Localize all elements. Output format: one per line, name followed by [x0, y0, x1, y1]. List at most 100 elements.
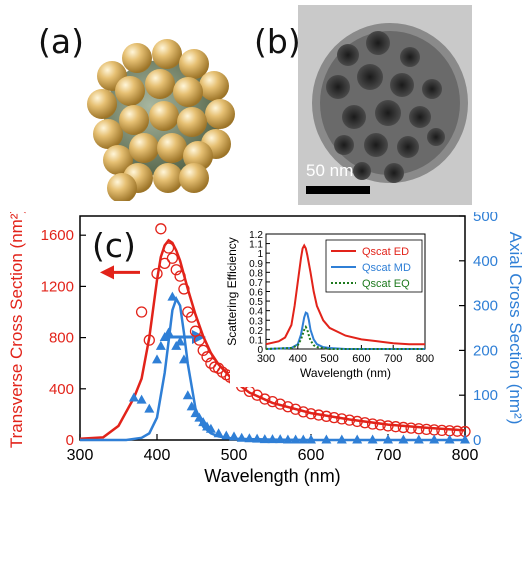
- transverse-fit-line: [79, 238, 466, 440]
- gold-nanoparticle: [87, 89, 117, 119]
- inset-legend-label: Qscat ED: [362, 246, 409, 258]
- axial-data-point: [290, 434, 301, 444]
- axial-data-point: [198, 417, 209, 427]
- axial-data-point: [398, 434, 409, 444]
- transverse-data-point: [366, 418, 379, 430]
- inset-y-tick-label: 0.4: [249, 307, 263, 318]
- tem-nanoparticle: [400, 47, 420, 67]
- transverse-data-point: [436, 424, 448, 437]
- transverse-data-point: [212, 362, 225, 374]
- tem-nanoparticle: [342, 105, 366, 129]
- gold-nanoparticle: [199, 71, 229, 101]
- inset-y-tick-label: 0: [257, 345, 263, 356]
- axial-data-point: [155, 340, 166, 350]
- tem-nanoparticle: [422, 79, 442, 99]
- inset-series-line-2: [265, 324, 425, 350]
- gold-nanoparticle: [93, 119, 123, 149]
- y-left-axis-label: Transverse Cross Section (nm²): [7, 212, 26, 448]
- core-satellite-illustration: [87, 39, 235, 201]
- axial-data-point: [460, 434, 470, 444]
- transverse-data-point: [259, 393, 271, 405]
- y-left-tick-label: 1600: [41, 227, 74, 244]
- gold-nanoparticle: [149, 101, 179, 131]
- inset-y-tick-label: 1.2: [249, 230, 263, 241]
- axial-data-point: [190, 408, 201, 418]
- scale-bar-label: 50 nm: [306, 161, 354, 180]
- transverse-data-point: [174, 270, 186, 282]
- axial-data-point: [221, 430, 232, 440]
- axial-data-point: [236, 432, 247, 442]
- gold-satellites: [87, 39, 235, 201]
- transverse-data-point: [320, 410, 333, 422]
- axial-data-point: [182, 390, 193, 400]
- gold-nanoparticle: [177, 107, 207, 137]
- tem-nanoparticle: [357, 64, 383, 90]
- transverse-data-point: [162, 242, 175, 254]
- inset-y-tick-label: 0.9: [249, 259, 263, 270]
- inset-y-tick-label: 1.1: [249, 240, 263, 251]
- y-right-tick-label: 400: [473, 253, 498, 270]
- axial-data-point: [336, 434, 347, 444]
- gold-nanoparticle: [122, 43, 152, 73]
- x-tick-label: 500: [221, 447, 248, 464]
- axial-data-point: [175, 336, 186, 346]
- axial-data-point: [306, 434, 316, 444]
- scale-bar: [306, 186, 370, 194]
- right-axis-arrow-head: [192, 329, 206, 344]
- axial-data-point: [413, 434, 424, 444]
- inset-y-tick-label: 0.7: [249, 278, 263, 289]
- axial-data-point: [429, 434, 440, 444]
- gold-nanoparticle: [179, 49, 209, 79]
- transverse-data-point: [420, 423, 433, 436]
- transverse-data-point: [313, 409, 325, 421]
- axial-data-point: [298, 434, 309, 444]
- tem-particle-drawing: [312, 23, 468, 183]
- axial-data-point: [444, 434, 455, 444]
- y-right-tick-label: 100: [473, 387, 498, 404]
- inset-x-tick-label: 800: [416, 353, 434, 365]
- transverse-data-point: [359, 417, 371, 429]
- transverse-data-point: [151, 267, 163, 280]
- transverse-data-point: [289, 403, 302, 415]
- transverse-data-point: [297, 406, 309, 418]
- axial-data-point: [205, 423, 216, 433]
- transverse-data-point: [197, 344, 209, 357]
- transverse-data-point: [374, 419, 386, 431]
- transverse-data-point: [193, 334, 206, 346]
- y-left-tick-label: 400: [49, 381, 74, 398]
- transverse-data-point: [405, 422, 417, 434]
- inset-y-tick-label: 0.2: [249, 326, 263, 337]
- inset-x-axis-label: Wavelength (nm): [300, 366, 391, 380]
- axial-data-point: [252, 433, 263, 443]
- tem-nanoparticle: [375, 100, 401, 126]
- transverse-data-point: [185, 311, 198, 323]
- transverse-data-point: [155, 223, 167, 235]
- inset-legend-label: Qscat MD: [362, 262, 411, 274]
- transverse-data-point: [178, 283, 190, 295]
- axial-data-point: [186, 401, 197, 411]
- panel-label-a: (a): [38, 22, 84, 61]
- tem-nanoparticle: [353, 162, 371, 180]
- y-right-tick-label: 300: [473, 298, 498, 315]
- inset-y-tick-label: 1: [257, 249, 263, 260]
- axial-data-point: [194, 412, 205, 422]
- panel-label-c: (c): [92, 226, 136, 265]
- axial-data-point: [275, 434, 286, 444]
- inset-x-tick-label: 400: [289, 353, 307, 365]
- gold-nanoparticle: [119, 105, 149, 135]
- axial-data-point: [213, 428, 224, 438]
- inset-x-tick-label: 700: [384, 353, 402, 365]
- gold-nanoparticle: [157, 133, 187, 163]
- gold-nanoparticle: [205, 99, 235, 129]
- inset-y-tick-label: 0.3: [249, 316, 263, 327]
- transverse-data-point: [382, 420, 394, 432]
- axial-data-point: [244, 433, 255, 443]
- axial-data-point: [367, 434, 378, 444]
- tem-nanoparticles: [326, 31, 445, 183]
- y-right-tick-label: 200: [473, 342, 498, 359]
- axial-data-point: [282, 434, 293, 444]
- gold-nanoparticle: [145, 69, 175, 99]
- y-right-axis-label: Axial Cross Section (nm²): [506, 232, 525, 425]
- x-tick-label: 400: [144, 447, 171, 464]
- y-left-tick-label: 1200: [41, 278, 74, 295]
